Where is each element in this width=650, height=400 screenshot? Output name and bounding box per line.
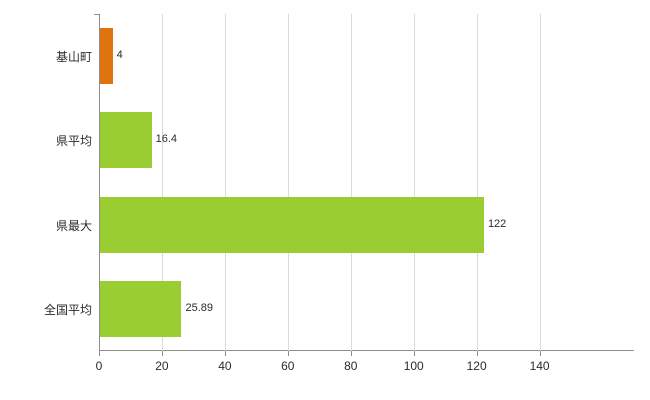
x-tick-label: 60 <box>281 359 295 373</box>
x-axis-line <box>99 350 634 351</box>
x-tick-label: 100 <box>403 359 424 373</box>
x-axis-tick <box>413 351 415 356</box>
x-axis-tick <box>539 351 541 356</box>
bar-value-label: 4 <box>116 49 123 62</box>
bar-value-label: 25.89 <box>185 301 213 314</box>
category-label: 全国平均 <box>43 302 92 317</box>
category-label: 県平均 <box>55 134 92 149</box>
gridline <box>476 14 478 351</box>
x-axis-tick <box>161 351 163 356</box>
gridline <box>413 14 415 351</box>
bar-value-label: 16.4 <box>155 133 178 146</box>
bar-0 <box>100 28 113 85</box>
x-axis-tick <box>99 351 100 356</box>
y-axis-line <box>99 14 100 351</box>
x-tick-label: 0 <box>95 359 103 373</box>
bar-1 <box>100 112 152 169</box>
category-label: 基山町 <box>55 50 92 65</box>
y-axis-top-tick <box>94 14 99 15</box>
x-tick-label: 120 <box>466 359 487 373</box>
x-axis-tick <box>350 351 352 356</box>
gridline <box>161 14 163 351</box>
bar-2 <box>100 196 484 253</box>
x-tick-label: 20 <box>155 359 169 373</box>
x-axis-tick <box>287 351 289 356</box>
bar-3 <box>100 280 182 337</box>
x-tick-label: 80 <box>344 359 358 373</box>
gridline <box>350 14 352 351</box>
bar-value-label: 122 <box>487 217 507 230</box>
category-label: 県最大 <box>55 218 92 233</box>
x-axis-tick <box>476 351 478 356</box>
x-tick-label: 140 <box>529 359 550 373</box>
gridline <box>224 14 226 351</box>
gridline <box>287 14 289 351</box>
x-axis-tick <box>224 351 226 356</box>
plot-area: 4 16.4 122 25.89 <box>94 14 634 356</box>
gridline <box>539 14 541 351</box>
x-tick-label: 40 <box>218 359 232 373</box>
